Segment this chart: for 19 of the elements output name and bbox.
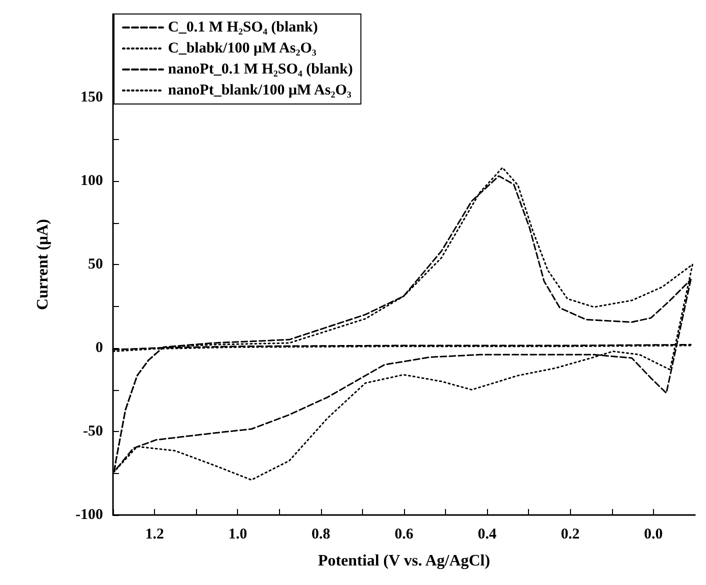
y-tick-label: 150	[80, 90, 103, 106]
x-tick-label: 1.0	[228, 526, 248, 542]
legend-label: C_0.1 M H₂SO₄ (blank)	[168, 20, 318, 36]
x-tick-label: 1.2	[145, 526, 164, 542]
x-tick-label: 0.0	[644, 526, 663, 542]
x-tick-label: 0.4	[478, 526, 498, 542]
x-tick-label: 0.6	[394, 526, 414, 542]
y-tick-label: 100	[80, 173, 103, 189]
legend-label: nanoPt_blank/100 μM As₂O₃	[168, 82, 352, 98]
x-tick-label: 0.8	[311, 526, 330, 542]
y-tick-label: 0	[96, 340, 103, 356]
y-axis-title: Current (μA)	[34, 219, 52, 310]
legend-label: nanoPt_0.1 M H₂SO₄ (blank)	[168, 62, 353, 78]
y-tick-label: 50	[88, 256, 103, 272]
x-tick-label: 0.2	[560, 526, 580, 542]
x-axis-title: Potential (V vs. Ag/AgCl)	[318, 552, 490, 570]
legend-label: C_blabk/100 μM As₂O₃	[168, 40, 317, 56]
y-tick-label: -50	[83, 424, 103, 440]
y-tick-label: -100	[76, 507, 103, 523]
